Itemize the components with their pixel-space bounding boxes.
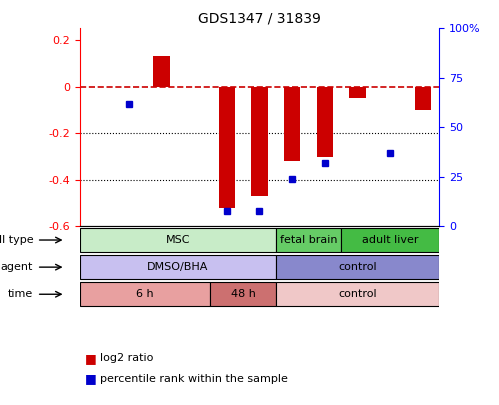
Bar [80,282,211,307]
Bar [153,56,170,87]
Bar [276,228,341,252]
Text: ■: ■ [85,352,97,365]
Bar [211,282,276,307]
Text: percentile rank within the sample: percentile rank within the sample [100,374,288,384]
Text: DMSO/BHA: DMSO/BHA [147,262,209,272]
Text: 6 h: 6 h [136,289,154,299]
Text: agent: agent [1,262,33,272]
Bar [80,228,276,252]
Bar [80,255,276,279]
Bar [276,282,439,307]
Text: fetal brain: fetal brain [280,235,337,245]
Bar [251,87,267,196]
Bar [341,228,439,252]
Bar [317,87,333,157]
Text: adult liver: adult liver [362,235,418,245]
Bar [276,255,439,279]
Text: cell type: cell type [0,235,33,245]
Text: time: time [8,289,33,299]
Text: 48 h: 48 h [231,289,255,299]
Title: GDS1347 / 31839: GDS1347 / 31839 [198,12,321,26]
Text: control: control [338,289,377,299]
Text: log2 ratio: log2 ratio [100,354,153,363]
Text: control: control [338,262,377,272]
Bar [415,87,431,110]
Text: MSC: MSC [166,235,190,245]
Bar [284,87,300,161]
Text: ■: ■ [85,372,97,385]
Bar [349,87,366,98]
Bar [219,87,235,208]
